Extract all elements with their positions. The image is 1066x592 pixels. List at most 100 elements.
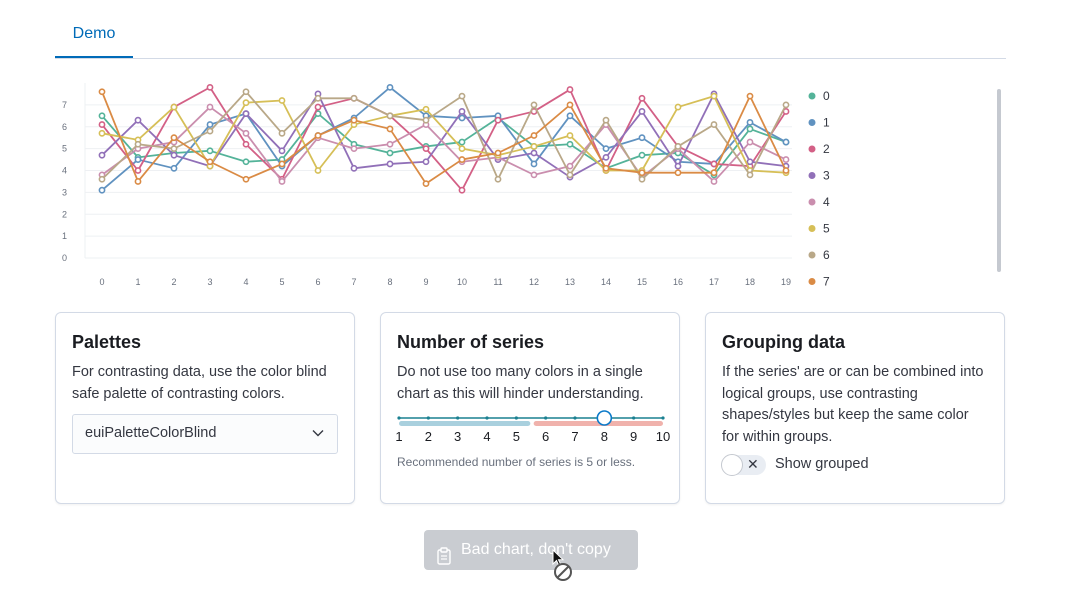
grouping-panel: Grouping data If the series' are or can … <box>705 312 1005 504</box>
data-point <box>602 116 610 124</box>
data-point <box>314 167 322 174</box>
data-point <box>530 160 538 168</box>
data-point <box>206 103 214 111</box>
series-line-5 <box>101 95 787 174</box>
slider-tick-label: 6 <box>542 429 550 444</box>
show-grouped-switch[interactable]: ✕ <box>721 454 766 476</box>
show-grouped-label: Show grouped <box>775 456 869 472</box>
legend-label: 0 <box>823 89 830 103</box>
tab-bar: Demo <box>55 0 1006 59</box>
series-slider[interactable]: 1 2 3 4 5 6 7 8 9 10 Recommended number of series… <box>395 410 670 471</box>
slider-tick-dot <box>661 416 665 420</box>
series-line-1 <box>101 86 787 191</box>
range-not-recommended <box>533 421 663 426</box>
chart-scrollbar[interactable] <box>997 89 1001 272</box>
bad-chart-label: Bad chart, don't copy <box>461 541 611 558</box>
data-point <box>458 138 466 146</box>
legend-label: 7 <box>823 275 830 289</box>
data-point <box>242 129 250 137</box>
data-point <box>782 156 790 163</box>
legend-swatch <box>808 92 816 100</box>
legend-label: 5 <box>823 222 830 236</box>
x-tick-label: 13 <box>565 277 575 287</box>
legend-swatch <box>808 278 816 285</box>
y-tick-label: 7 <box>62 100 67 110</box>
data-point <box>602 145 610 153</box>
data-point <box>746 118 754 126</box>
x-tick-label: 17 <box>709 277 719 287</box>
legend-swatch <box>808 251 816 259</box>
data-point <box>422 145 430 153</box>
slider-tick-label: 1 <box>395 429 403 444</box>
x-tick-label: 16 <box>673 277 683 287</box>
series-line-7 <box>101 91 787 185</box>
data-point <box>386 149 394 157</box>
data-point <box>530 101 538 109</box>
chevron-down-icon <box>311 426 325 445</box>
y-tick-label: 6 <box>62 122 67 132</box>
x-tick-label: 2 <box>171 277 176 287</box>
slider-tick-dot <box>514 416 518 420</box>
data-point <box>638 175 646 183</box>
series-title: Number of series <box>397 332 545 352</box>
slider-tick-dot <box>456 416 460 420</box>
y-tick-label: 2 <box>62 209 67 219</box>
data-point <box>458 92 466 100</box>
data-point <box>386 125 394 133</box>
data-point <box>566 171 574 179</box>
slider-tick-label: 8 <box>600 429 608 444</box>
x-tick-label: 6 <box>315 277 320 287</box>
series-panel: Number of series Do not use too many col… <box>380 312 680 504</box>
y-tick-label: 3 <box>62 187 67 197</box>
x-tick-label: 19 <box>781 277 791 287</box>
slider-tick-label: 3 <box>454 429 462 444</box>
data-point <box>782 101 790 109</box>
series-description: Do not use too many colors in a single c… <box>397 364 644 402</box>
data-point <box>206 127 214 135</box>
x-tick-label: 10 <box>457 277 467 287</box>
slider-tick-dot <box>573 416 577 420</box>
palette-select[interactable]: euiPaletteColorBlind <box>72 414 338 454</box>
slider-tick-label: 2 <box>424 429 432 444</box>
data-point <box>134 116 142 124</box>
x-tick-label: 18 <box>745 277 755 287</box>
data-point <box>350 116 358 124</box>
data-point <box>422 116 430 124</box>
y-tick-label: 1 <box>62 231 67 241</box>
slider-tick-dot <box>632 416 636 420</box>
x-tick-label: 15 <box>637 277 647 287</box>
data-point <box>134 178 142 185</box>
series-line-3 <box>101 93 787 178</box>
data-point <box>278 147 286 155</box>
data-point <box>278 97 286 104</box>
x-tick-label: 5 <box>279 277 284 287</box>
data-point <box>314 103 322 111</box>
x-tick-label: 9 <box>423 277 428 287</box>
data-point <box>134 156 142 163</box>
data-point <box>530 132 538 139</box>
grouping-description: If the series' are or can be combined in… <box>722 364 984 445</box>
x-tick-label: 12 <box>529 277 539 287</box>
slider-thumb[interactable] <box>596 410 613 426</box>
data-point <box>98 186 106 194</box>
y-tick-label: 5 <box>62 144 67 154</box>
data-point <box>530 149 538 157</box>
data-point <box>206 147 214 155</box>
data-point <box>566 162 574 170</box>
data-point <box>242 88 250 96</box>
data-point <box>566 86 574 93</box>
tab-demo[interactable]: Demo <box>55 20 133 58</box>
slider-tick-dot <box>485 416 489 420</box>
data-point <box>242 110 250 118</box>
range-recommended <box>399 421 531 426</box>
bad-chart-button[interactable]: Bad chart, don't copy <box>424 530 638 570</box>
data-point <box>638 108 646 115</box>
slider-track[interactable] <box>397 410 667 431</box>
data-point <box>638 94 646 102</box>
group-toggle-row: ✕ Show grouped <box>721 453 988 477</box>
data-point <box>422 180 430 188</box>
data-point <box>710 178 718 185</box>
data-point <box>350 145 358 153</box>
y-tick-label: 4 <box>62 166 67 176</box>
data-point <box>566 112 574 120</box>
